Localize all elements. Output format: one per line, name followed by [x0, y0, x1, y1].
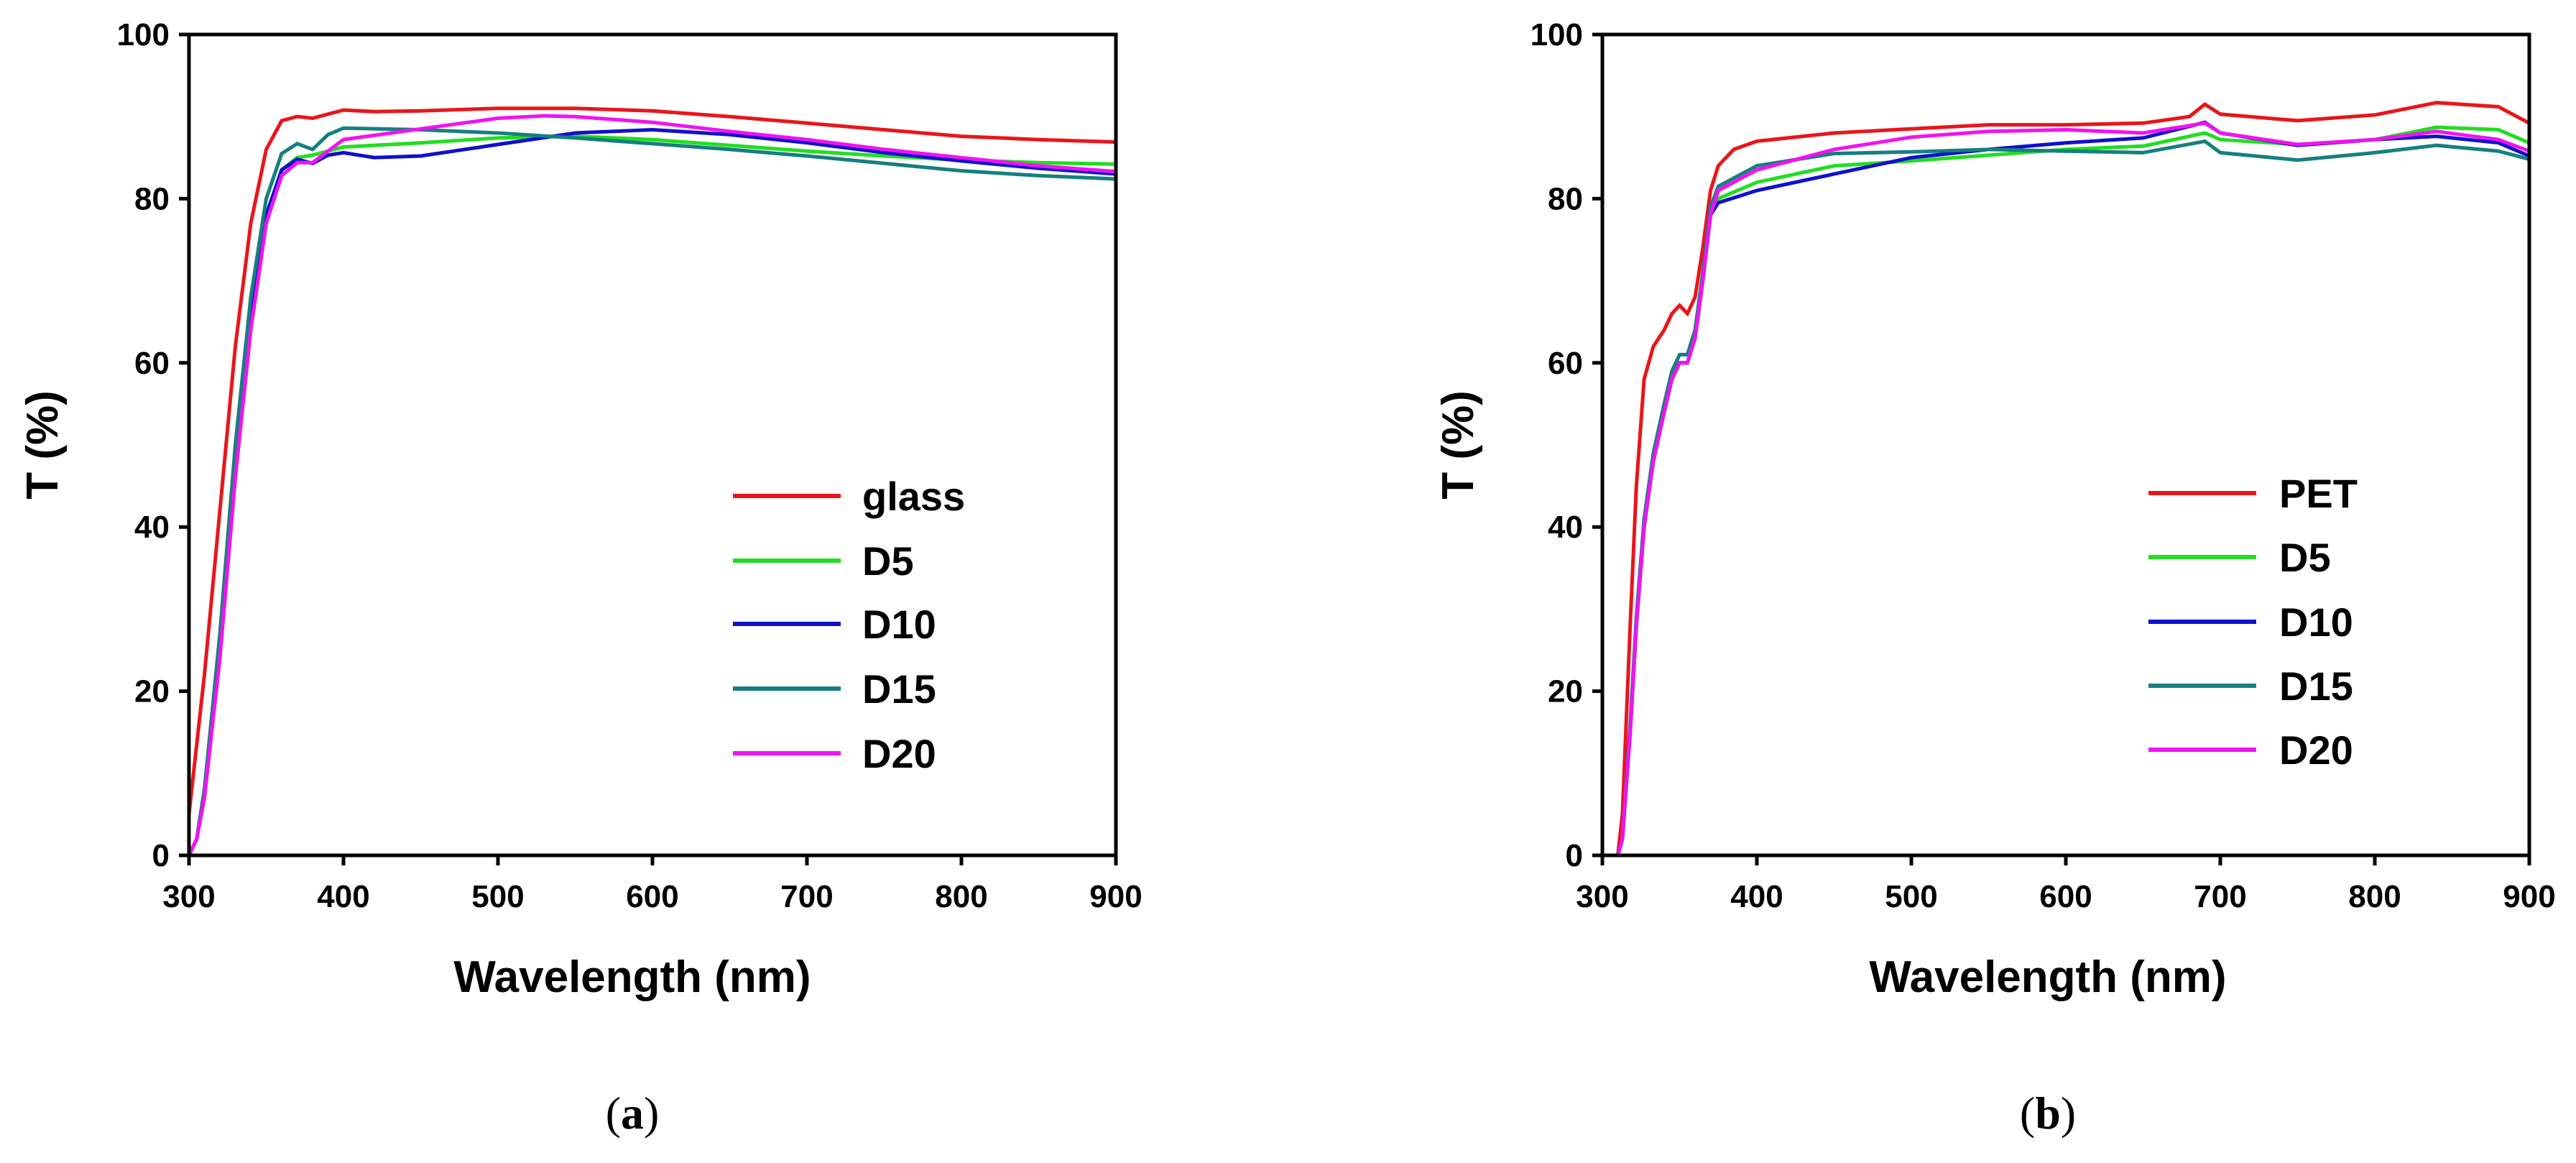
x-tick-label: 800: [935, 879, 987, 914]
x-tick-label: 400: [1730, 879, 1783, 914]
y-tick-label: 100: [117, 17, 170, 52]
panel-b-x-axis-label: Wavelength (nm): [1869, 952, 2226, 1002]
panel-b-line-d10: [1616, 120, 2530, 856]
x-tick-label: 900: [1089, 879, 1142, 914]
y-tick-label: 100: [1531, 17, 1583, 52]
legend-label: D15: [2279, 663, 2353, 709]
y-tick-label: 0: [152, 838, 170, 873]
panel-a-y-tick-labels: 0 20 40 60 80 100: [117, 17, 170, 873]
panel-b-y-axis-label: T (%): [1434, 390, 1483, 500]
panel-a-line-d5: [187, 134, 1117, 857]
panel-a-line-d10: [187, 127, 1117, 857]
y-tick-label: 60: [1548, 346, 1583, 381]
y-tick-label: 0: [1566, 838, 1583, 873]
legend-label: D5: [862, 538, 914, 584]
x-tick-label: 500: [471, 879, 524, 914]
x-tick-label: 300: [1576, 879, 1628, 914]
legend-label: PET: [2279, 471, 2358, 516]
panel-a-legend: glass D5 D10 D15 D20: [733, 474, 965, 776]
panel-a-x-tick-labels: 300 400 500 600 700 800 900: [162, 879, 1142, 914]
panel-b-caption-letter: b: [2035, 1088, 2061, 1139]
panel-b-y-tick-labels: 0 20 40 60 80 100: [1531, 17, 1583, 873]
y-tick-label: 40: [1548, 510, 1583, 545]
legend-label: glass: [862, 474, 965, 519]
x-tick-label: 700: [780, 879, 833, 914]
panel-a-caption: (a): [606, 1088, 660, 1139]
y-tick-label: 60: [134, 346, 170, 381]
x-tick-label: 300: [162, 879, 215, 914]
panel-a-x-axis-label: Wavelength (nm): [453, 952, 811, 1002]
legend-label: D10: [2279, 599, 2353, 645]
panel-a-y-axis-label: T (%): [18, 390, 68, 500]
panel-b-line-d15: [1616, 139, 2530, 856]
legend-label: D20: [2279, 727, 2353, 773]
panel-a-y-ticks: [179, 32, 189, 858]
panel-a-series: [187, 106, 1117, 857]
x-tick-label: 600: [626, 879, 678, 914]
panel-b-caption: (b): [2020, 1088, 2076, 1139]
legend-label: D5: [2279, 535, 2331, 580]
panel-b-plot-frame: [1600, 32, 2531, 858]
y-tick-label: 20: [1548, 674, 1583, 709]
x-tick-label: 500: [1885, 879, 1937, 914]
panel-a-line-d15: [187, 126, 1117, 857]
y-tick-label: 20: [134, 674, 170, 709]
y-tick-label: 80: [134, 181, 170, 216]
y-tick-label: 40: [134, 510, 170, 545]
panel-b-x-tick-labels: 300 400 500 600 700 800 900: [1576, 879, 2555, 914]
panel-a-line-d20: [187, 114, 1117, 857]
panel-a-caption-letter: a: [621, 1088, 644, 1139]
legend-label: D15: [862, 666, 936, 712]
x-tick-label: 900: [2503, 879, 2555, 914]
x-tick-label: 400: [317, 879, 369, 914]
panel-b-line-d20: [1616, 121, 2530, 856]
panel-b-line-pet: [1616, 101, 2531, 856]
panel-a-line-glass: [187, 106, 1117, 815]
legend-label: D20: [862, 731, 936, 776]
panel-a: 300 400 500 600 700 800 900 0 20 40 60 8…: [18, 17, 1142, 1139]
panel-b-x-ticks: [1600, 855, 2531, 865]
legend-label: D10: [862, 602, 936, 647]
x-tick-label: 800: [2348, 879, 2401, 914]
panel-b-line-d5: [1616, 125, 2530, 856]
panel-b-legend: PET D5 D10 D15 D20: [2148, 471, 2358, 773]
x-tick-label: 600: [2039, 879, 2092, 914]
y-tick-label: 80: [1548, 181, 1583, 216]
panel-b-series: [1616, 101, 2531, 856]
x-tick-label: 700: [2194, 879, 2246, 914]
panel-b: 300 400 500 600 700 800 900 0 20 40 60 8…: [1434, 17, 2556, 1139]
panel-a-x-ticks: [187, 855, 1118, 865]
panel-b-y-ticks: [1592, 32, 1602, 858]
